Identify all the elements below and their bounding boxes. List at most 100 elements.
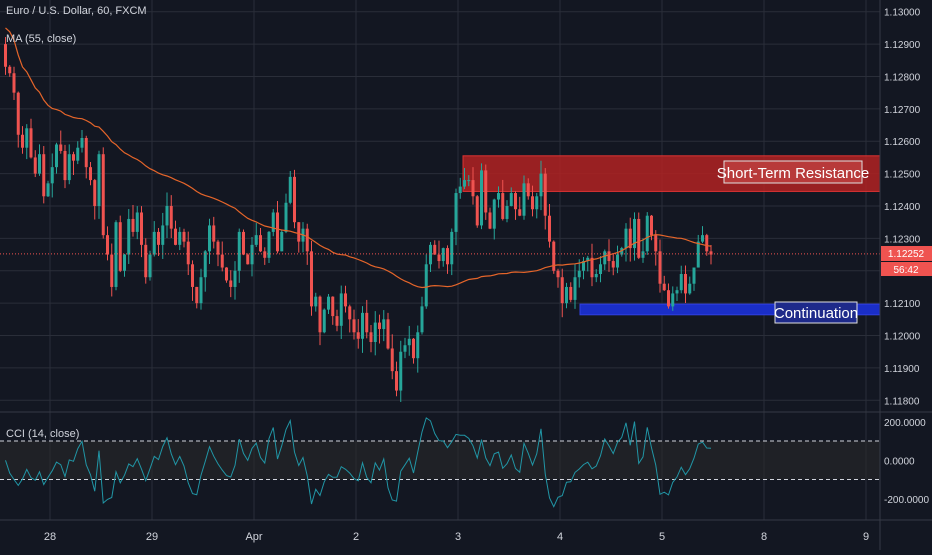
candle-down [217, 242, 220, 255]
ma-legend-label: MA (55, close) [6, 33, 76, 45]
candle-down [387, 319, 390, 348]
candle-down [412, 339, 415, 358]
candle-up [314, 297, 317, 307]
candle-down [654, 235, 657, 251]
candle-up [688, 284, 691, 294]
candle-up [599, 264, 602, 274]
candle-down [705, 235, 708, 251]
candle-up [68, 154, 71, 180]
candle-down [276, 212, 279, 251]
current-price-value: 1.12252 [888, 249, 925, 260]
candle-up [574, 277, 577, 300]
candle-down [174, 229, 177, 245]
candle-up [565, 287, 568, 303]
resistance-zone-label: Short-Term Resistance [717, 165, 870, 182]
candle-up [399, 352, 402, 391]
cci-tick-label: -200.0000 [884, 495, 929, 506]
candle-down [183, 232, 186, 242]
time-tick-label: 4 [557, 531, 563, 543]
candle-up [523, 183, 526, 215]
cci-legend-label: CCI (14, close) [6, 428, 79, 440]
price-tick-label: 1.12100 [884, 299, 921, 310]
candle-up [76, 148, 79, 161]
candle-up [603, 251, 606, 264]
candle-up [374, 323, 377, 342]
candle-down [119, 222, 122, 271]
candle-up [200, 277, 203, 303]
candle-up [127, 219, 130, 255]
candle-down [72, 154, 75, 160]
price-tick-label: 1.12000 [884, 332, 921, 343]
candle-down [446, 248, 449, 264]
candle-down [561, 277, 564, 303]
candle-up [676, 290, 679, 293]
candle-up [671, 293, 674, 306]
candle-up [450, 232, 453, 264]
candle-up [506, 206, 509, 219]
price-tick-label: 1.11900 [884, 364, 920, 375]
candle-up [463, 180, 466, 186]
candle-down [229, 280, 232, 286]
candle-up [442, 248, 445, 261]
candle-up [161, 225, 164, 244]
candle-up [510, 193, 513, 206]
time-tick-label: 3 [455, 531, 461, 543]
candle-up [642, 251, 645, 257]
time-tick-label: 29 [146, 531, 158, 543]
price-tick-label: 1.12800 [884, 72, 921, 83]
candle-down [370, 332, 373, 342]
price-tick-label: 1.12700 [884, 105, 921, 116]
candle-down [221, 255, 224, 268]
candle-down [684, 274, 687, 293]
candle-up [251, 245, 254, 264]
candle-up [701, 235, 704, 241]
time-tick-label: 2 [353, 531, 359, 543]
candle-up [693, 268, 696, 284]
candle-down [438, 255, 441, 261]
candle-up [208, 225, 211, 251]
candle-down [225, 268, 228, 281]
candle-down [344, 293, 347, 306]
time-tick-label: 8 [761, 531, 767, 543]
candle-down [569, 287, 572, 300]
candle-up [408, 339, 411, 345]
candle-down [531, 196, 534, 209]
candle-down [242, 232, 245, 255]
time-tick-label: 9 [863, 531, 869, 543]
candle-up [625, 229, 628, 248]
candle-up [323, 310, 326, 333]
candle-down [637, 219, 640, 258]
candle-down [608, 251, 611, 261]
candle-down [144, 245, 147, 277]
candle-up [178, 232, 181, 245]
candle-up [382, 319, 385, 329]
candle-down [391, 348, 394, 371]
candle-up [234, 271, 237, 287]
candle-up [153, 232, 156, 255]
candle-down [348, 306, 351, 319]
candle-up [425, 264, 428, 306]
candle-down [357, 332, 360, 338]
candle-down [259, 235, 262, 251]
candle-up [595, 274, 598, 277]
candle-down [297, 222, 300, 241]
candle-down [4, 44, 7, 67]
candle-up [429, 245, 432, 264]
candle-up [136, 212, 139, 231]
candle-down [319, 297, 322, 333]
countdown-value: 56:42 [893, 265, 918, 276]
candle-down [378, 323, 381, 329]
candle-up [149, 255, 152, 278]
candle-down [263, 251, 266, 257]
price-tick-label: 1.11800 [884, 396, 920, 407]
candle-down [195, 287, 198, 303]
cci-tick-label: 200.0000 [884, 418, 926, 429]
candle-down [21, 135, 24, 148]
candle-down [514, 193, 517, 209]
candle-down [157, 232, 160, 245]
candle-up [238, 232, 241, 271]
candle-down [353, 319, 356, 332]
candle-up [272, 212, 275, 231]
candle-down [106, 235, 109, 254]
